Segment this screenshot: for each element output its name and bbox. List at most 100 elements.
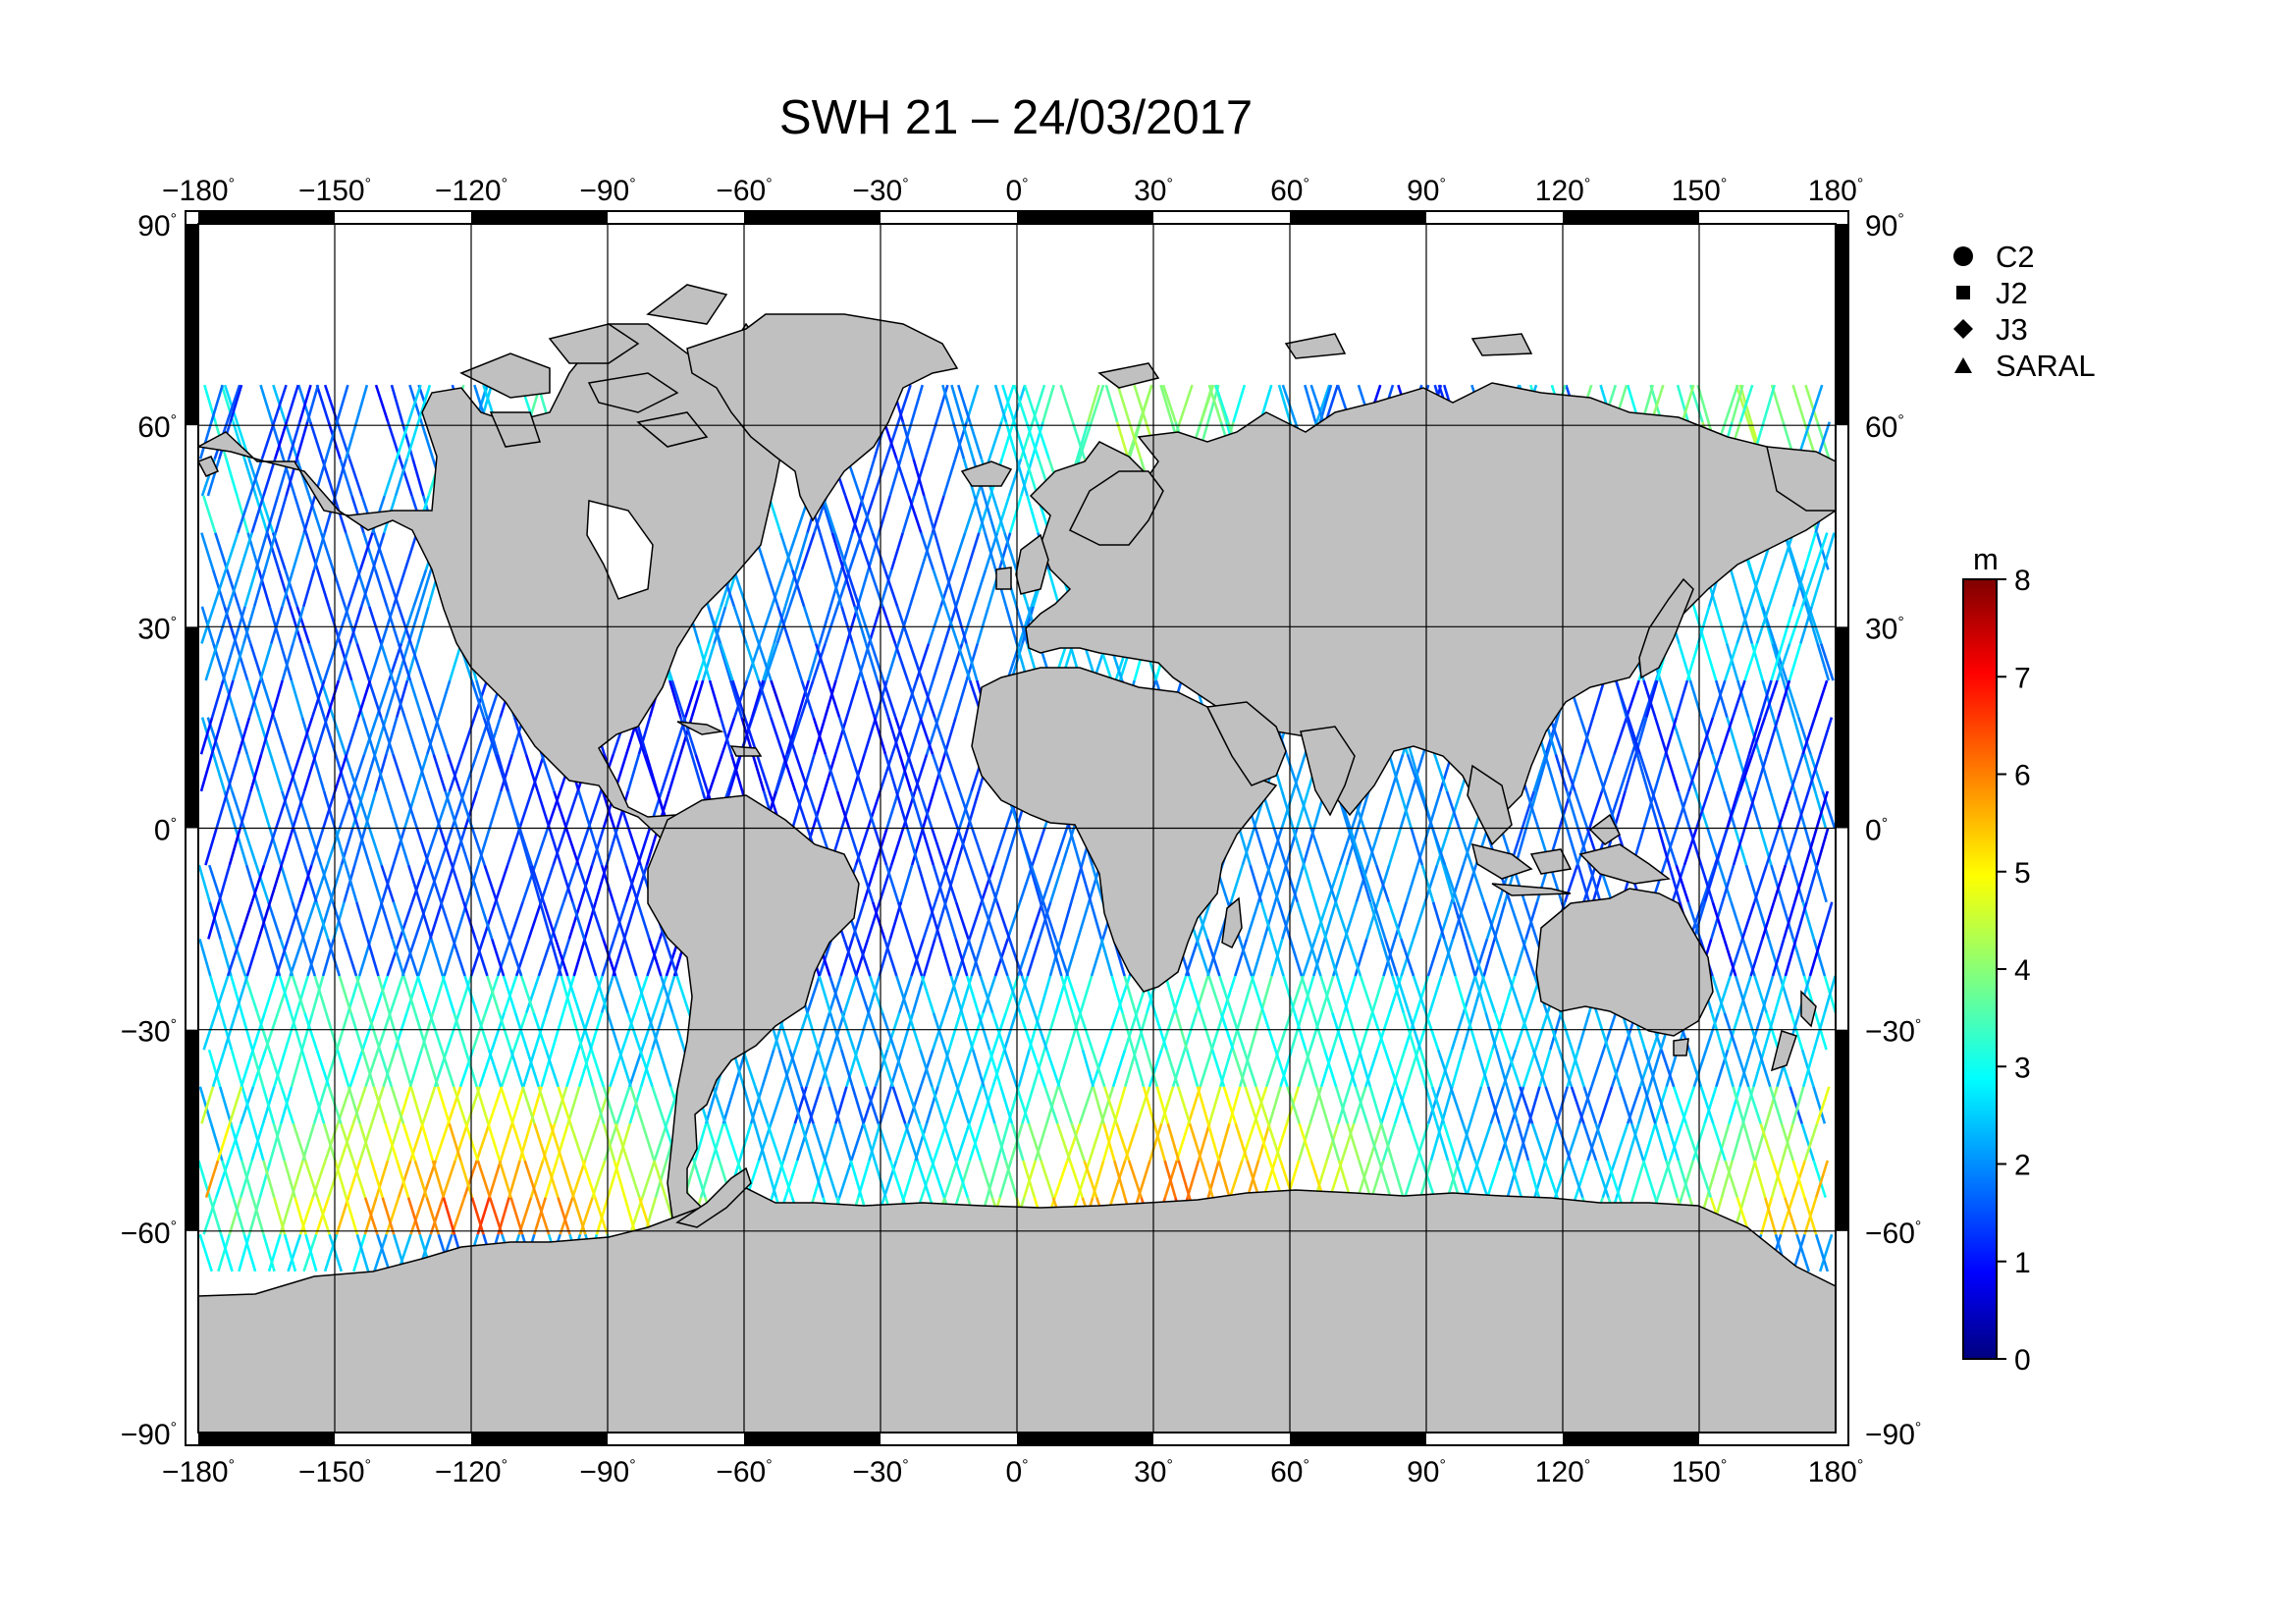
- track-segment: [818, 975, 832, 1013]
- track-segment: [1003, 532, 1018, 570]
- track-segment: [214, 1160, 231, 1199]
- track-segment: [385, 1197, 400, 1235]
- track-segment: [1110, 975, 1124, 1013]
- track-segment: [261, 1086, 276, 1124]
- track-segment: [1821, 532, 1836, 570]
- track-segment: [707, 606, 722, 644]
- track-segment: [235, 717, 249, 755]
- track-segment: [795, 1123, 811, 1162]
- track-segment: [413, 901, 429, 940]
- track-segment: [1358, 864, 1372, 903]
- track-segment: [1675, 679, 1689, 719]
- track-segment: [307, 828, 323, 866]
- track-segment: [865, 1086, 881, 1124]
- track-segment: [227, 1122, 242, 1162]
- track-segment: [1012, 421, 1028, 460]
- track-segment: [907, 1012, 922, 1051]
- track-segment: [353, 828, 367, 866]
- track-segment: [485, 717, 500, 755]
- track-segment: [880, 1049, 894, 1088]
- track-segment: [838, 1123, 853, 1162]
- track-segment: [488, 1197, 504, 1235]
- track-segment: [420, 717, 435, 755]
- track-segment: [1384, 938, 1399, 977]
- track-segment: [380, 643, 395, 681]
- track-segment: [406, 864, 422, 903]
- track-segment: [1290, 1012, 1305, 1051]
- track-segment: [622, 901, 637, 940]
- track-segment: [226, 568, 240, 608]
- track-segment: [1365, 1123, 1381, 1162]
- lon-tick-label: −180°: [162, 175, 235, 207]
- track-segment: [612, 901, 626, 940]
- track-segment: [1760, 975, 1775, 1013]
- track-segment: [366, 938, 380, 977]
- track-segment: [1412, 901, 1427, 940]
- track-segment: [612, 938, 626, 977]
- track-segment: [1403, 1012, 1418, 1051]
- track-segment: [626, 1012, 642, 1051]
- track-segment: [1243, 1049, 1257, 1088]
- track-segment: [1543, 1160, 1559, 1199]
- track-segment: [1657, 828, 1671, 866]
- track-segment: [373, 975, 389, 1013]
- track-segment: [333, 828, 347, 866]
- track-segment: [983, 864, 998, 903]
- track-segment: [960, 1012, 975, 1051]
- track-segment: [764, 643, 779, 681]
- track-segment: [581, 1049, 595, 1088]
- track-segment: [1004, 975, 1020, 1013]
- track-segment: [1509, 901, 1524, 940]
- track-segment: [564, 828, 580, 866]
- track-segment: [1465, 1012, 1479, 1051]
- track-segment: [407, 384, 422, 423]
- track-segment: [476, 828, 491, 866]
- track-segment: [1379, 1086, 1395, 1124]
- track-segment: [1430, 1086, 1446, 1124]
- track-segment: [243, 975, 259, 1013]
- track-segment: [1619, 1086, 1633, 1124]
- track-segment: [1631, 1049, 1646, 1088]
- track-segment: [563, 790, 579, 829]
- track-segment: [1630, 717, 1646, 755]
- track-segment: [374, 384, 390, 423]
- track-segment: [482, 717, 498, 755]
- track-segment: [643, 753, 659, 792]
- track-segment: [1368, 901, 1383, 940]
- track-segment: [254, 864, 270, 903]
- track-segment: [381, 1197, 396, 1235]
- track-segment: [1104, 384, 1119, 423]
- track-segment: [262, 1160, 276, 1198]
- track-segment: [1358, 1049, 1372, 1088]
- track-segment: [863, 717, 878, 755]
- lon-tick-label: 120°: [1535, 175, 1590, 207]
- track-segment: [1426, 1086, 1442, 1124]
- track-segment: [1773, 643, 1789, 681]
- track-segment: [1578, 717, 1594, 755]
- track-segment: [1200, 1160, 1214, 1199]
- track-segment: [239, 901, 253, 940]
- track-segment: [409, 1197, 425, 1235]
- track-segment: [1195, 938, 1210, 977]
- track-segment: [1443, 938, 1457, 977]
- track-segment: [1471, 975, 1485, 1013]
- track-segment: [549, 1123, 563, 1162]
- track-segment: [915, 643, 931, 681]
- track-segment: [1185, 1049, 1200, 1088]
- track-segment: [1054, 938, 1070, 977]
- track-segment: [278, 975, 293, 1013]
- track-segment: [1004, 606, 1019, 644]
- track-segment: [894, 790, 909, 829]
- track-segment: [853, 606, 868, 644]
- track-segment: [252, 568, 267, 608]
- track-segment: [273, 384, 288, 423]
- track-segment: [826, 679, 841, 719]
- track-segment: [319, 864, 335, 903]
- track-segment: [1139, 384, 1153, 423]
- track-segment: [866, 901, 881, 940]
- track-segment: [1729, 568, 1743, 608]
- track-segment: [274, 495, 288, 533]
- track-segment: [895, 975, 910, 1013]
- track-segment: [470, 679, 486, 719]
- track-segment: [1724, 643, 1738, 681]
